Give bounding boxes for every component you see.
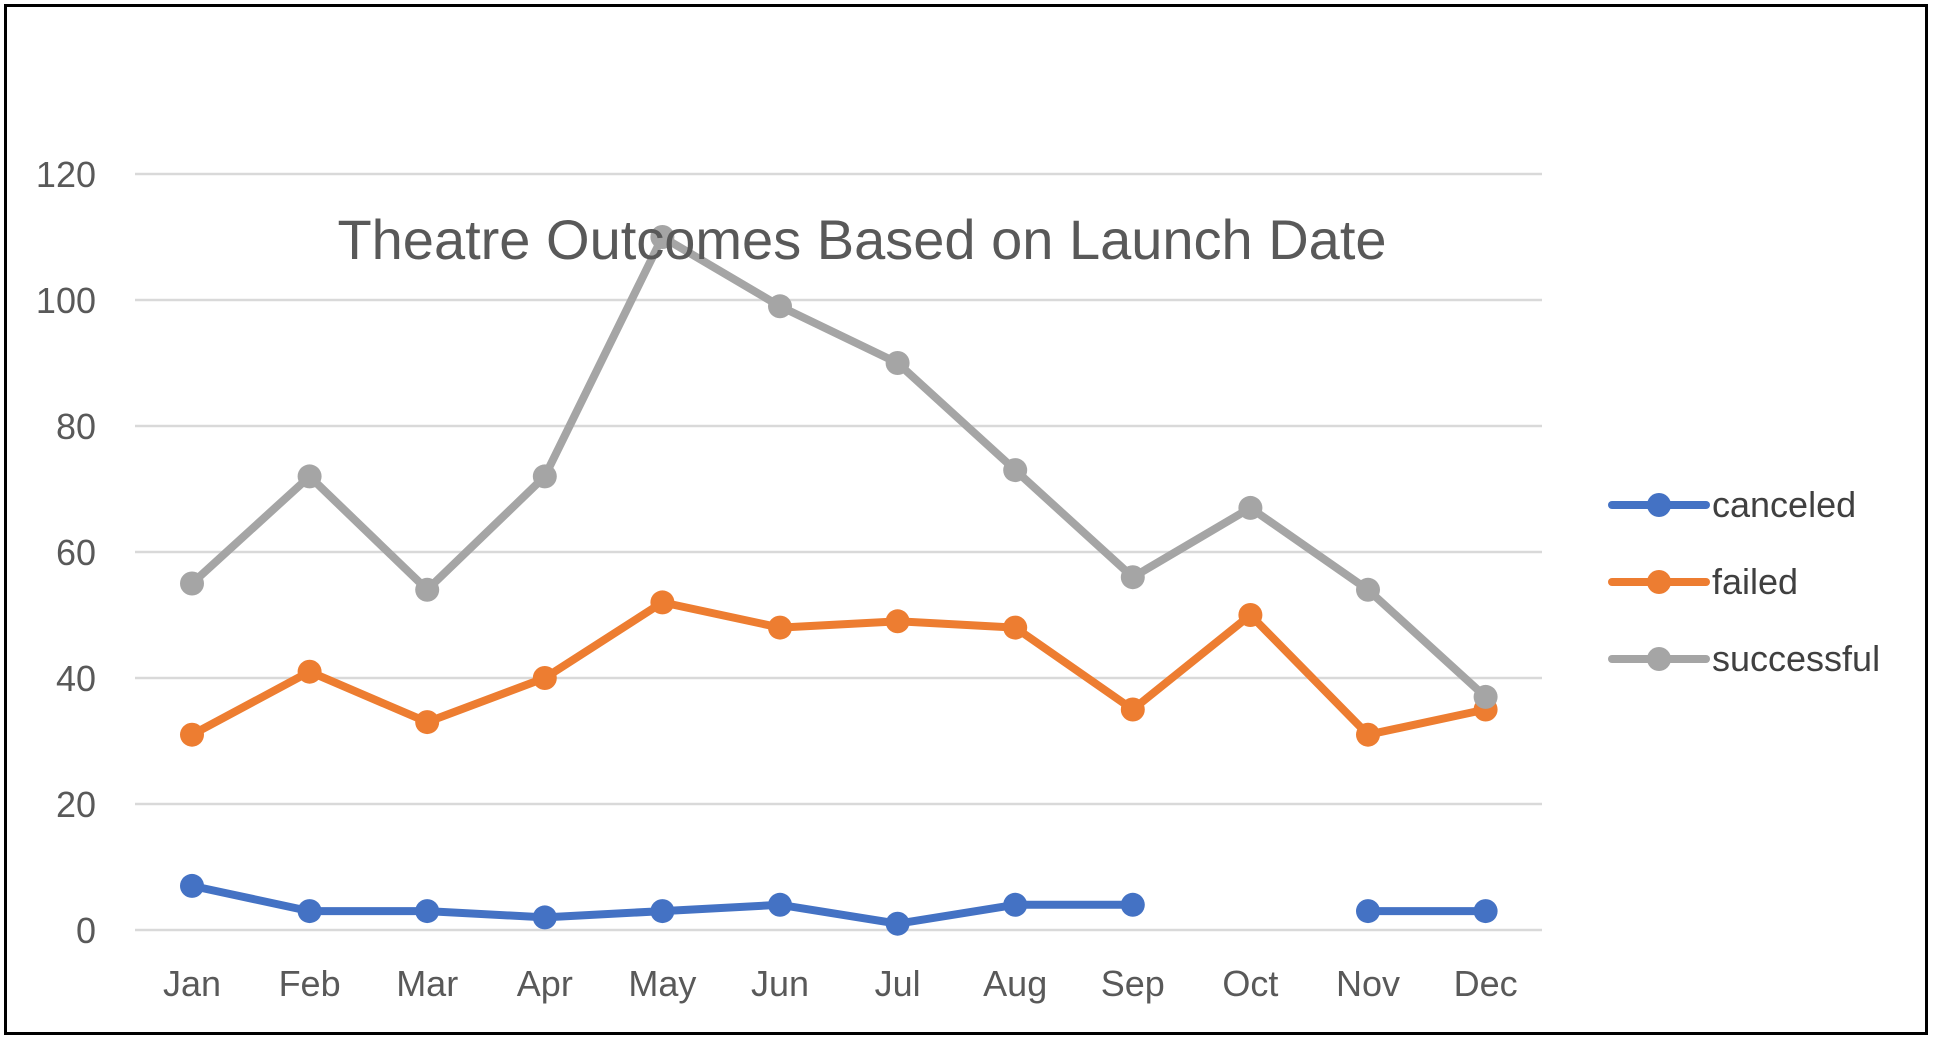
x-tick-label: Jul — [875, 963, 921, 1004]
data-point-canceled — [885, 911, 910, 936]
x-tick-label: Jun — [751, 963, 809, 1004]
data-point-successful — [1003, 458, 1028, 483]
data-point-successful — [885, 351, 910, 375]
x-axis-tick-labels: Jan Feb Mar Apr May Jun Jul Aug Sep Oct Nov Dec — [163, 963, 1518, 1004]
y-tick-label: 20 — [56, 784, 96, 825]
series-lines — [180, 225, 1498, 936]
x-tick-label: Dec — [1454, 963, 1518, 1004]
x-tick-label: Nov — [1336, 963, 1400, 1004]
x-tick-label: Mar — [396, 963, 458, 1004]
data-point-canceled — [297, 899, 322, 924]
x-tick-label: Jan — [163, 963, 221, 1004]
x-tick-label: May — [628, 963, 696, 1004]
y-tick-label: 0 — [76, 910, 96, 951]
data-point-successful — [297, 464, 322, 489]
y-tick-label: 40 — [56, 658, 96, 699]
y-axis-tick-labels: 0 20 40 60 80 100 120 — [36, 154, 96, 951]
x-tick-label: Feb — [279, 963, 341, 1004]
legend-swatch-marker — [1647, 493, 1671, 517]
data-point-failed — [415, 710, 440, 735]
data-point-failed — [885, 609, 910, 634]
data-point-canceled — [650, 899, 675, 924]
data-point-failed — [1003, 615, 1028, 640]
data-point-canceled — [532, 905, 557, 930]
legend-swatch-marker — [1647, 570, 1671, 594]
data-point-canceled — [180, 873, 204, 898]
x-tick-label: Oct — [1222, 963, 1278, 1004]
data-point-successful — [415, 577, 440, 602]
data-point-successful — [532, 464, 557, 489]
legend-label: successful — [1712, 638, 1880, 679]
data-point-canceled — [768, 892, 792, 917]
x-tick-label: Aug — [983, 963, 1047, 1004]
legend-item-canceled[interactable]: canceled — [1608, 484, 1856, 525]
y-tick-label: 60 — [56, 532, 96, 573]
legend-item-successful[interactable]: successful — [1608, 638, 1880, 679]
legend-label: canceled — [1712, 484, 1856, 525]
gridlines — [135, 172, 1542, 932]
legend-label: failed — [1712, 561, 1798, 602]
data-point-successful — [1120, 565, 1145, 590]
data-point-canceled — [1003, 892, 1028, 917]
chart-frame — [4, 4, 1928, 1035]
x-tick-label: Sep — [1101, 963, 1165, 1004]
data-point-successful — [768, 294, 792, 319]
data-point-failed — [768, 615, 792, 640]
y-tick-label: 100 — [36, 280, 96, 321]
series-line-successful — [188, 233, 1490, 701]
data-point-canceled — [1120, 892, 1145, 917]
y-tick-label: 80 — [56, 406, 96, 447]
data-point-canceled — [1356, 899, 1380, 924]
x-tick-label: Apr — [517, 963, 573, 1004]
data-point-failed — [532, 666, 557, 690]
data-point-failed — [1356, 722, 1380, 747]
data-point-successful — [1238, 495, 1263, 520]
data-point-failed — [1120, 697, 1145, 722]
series-canceled — [180, 873, 1498, 936]
series-failed — [180, 590, 1498, 747]
data-point-successful — [180, 571, 204, 596]
data-point-successful — [650, 225, 675, 249]
data-point-failed — [297, 659, 322, 684]
chart-title: Theatre Outcomes Based on Launch Date — [337, 208, 1386, 271]
data-point-canceled — [1473, 899, 1498, 924]
data-point-successful — [1473, 684, 1498, 709]
data-point-failed — [180, 722, 204, 747]
legend-item-failed[interactable]: failed — [1608, 561, 1798, 602]
data-point-failed — [650, 590, 675, 615]
series-line-failed — [188, 598, 1490, 739]
data-point-canceled — [415, 899, 440, 924]
legend[interactable]: canceled failed successful — [1608, 484, 1880, 679]
y-tick-label: 120 — [36, 154, 96, 195]
legend-swatch-marker — [1647, 647, 1671, 671]
data-point-failed — [1238, 603, 1263, 627]
data-point-successful — [1356, 577, 1380, 602]
series-successful — [180, 225, 1498, 709]
